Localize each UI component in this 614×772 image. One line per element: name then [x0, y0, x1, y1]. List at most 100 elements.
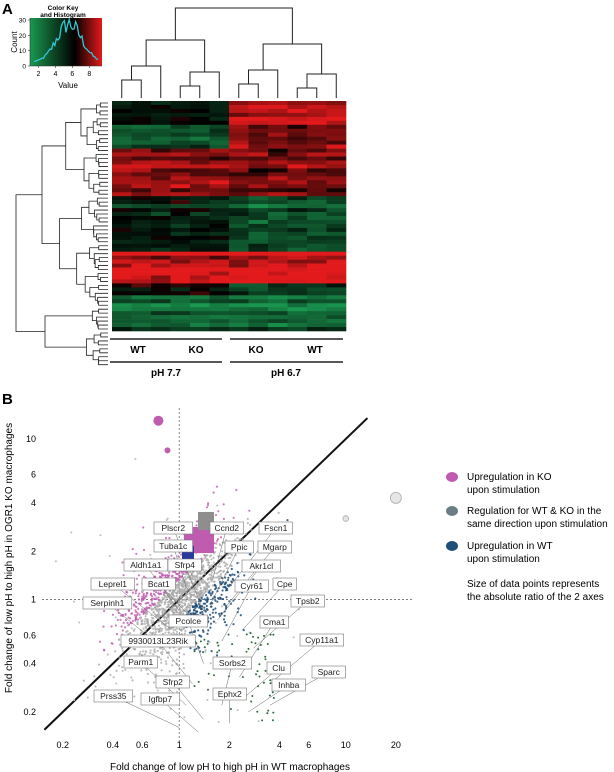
heatmap-cell — [287, 120, 308, 126]
data-point — [150, 626, 153, 629]
heatmap-cell — [190, 112, 210, 118]
data-point — [210, 605, 213, 608]
data-point — [142, 627, 145, 630]
data-point — [216, 504, 219, 507]
data-point — [193, 650, 196, 653]
data-point — [161, 648, 164, 651]
heatmap-cell — [209, 216, 230, 221]
data-point — [234, 538, 237, 542]
data-point — [212, 561, 215, 564]
data-point — [235, 488, 238, 492]
heatmap-cell — [229, 291, 249, 296]
heatmap-cell — [190, 128, 210, 134]
heatmap-cell — [209, 156, 230, 161]
data-point — [206, 578, 209, 581]
data-point — [181, 586, 185, 589]
heatmap-cell — [287, 148, 308, 153]
data-point — [139, 650, 142, 653]
heatmap-cell — [248, 279, 269, 284]
data-point — [72, 600, 75, 603]
data-point — [143, 575, 146, 578]
data-point — [112, 676, 115, 679]
heatmap-cell — [131, 168, 152, 173]
data-point — [230, 553, 233, 556]
legend-marker — [446, 472, 458, 482]
data-point — [194, 602, 197, 605]
data-point — [206, 504, 210, 507]
data-point — [143, 622, 146, 626]
color-key-histogram — [33, 17, 99, 62]
data-point — [175, 658, 178, 661]
gene-labels: Plscr2 Ccnd2 Fscn1 Tuba1c Ppic Mgarp Aldh1a1 Sf… — [82, 521, 346, 706]
heatmap-cell — [307, 247, 327, 252]
data-point — [256, 710, 259, 713]
heatmap-cell — [131, 156, 152, 161]
data-point — [247, 647, 250, 650]
data-point — [176, 592, 179, 595]
heatmap-cell — [326, 231, 347, 237]
heatmap-cell — [326, 259, 347, 264]
data-point — [254, 597, 257, 600]
heatmap-cell — [326, 216, 347, 221]
heatmap-cell — [209, 108, 230, 114]
heatmap-cell — [287, 200, 308, 205]
data-point — [200, 635, 203, 638]
heatmap-cell — [307, 160, 327, 165]
data-point — [136, 583, 139, 586]
heatmap-cell — [112, 271, 132, 276]
data-point — [188, 571, 191, 574]
x-tick-label: 20 — [391, 740, 401, 750]
heatmap-cell — [190, 192, 210, 197]
heatmap-cell — [287, 128, 308, 134]
data-point — [223, 561, 226, 564]
heatmap-cell — [268, 223, 288, 229]
heatmap-cell — [151, 212, 171, 217]
data-point — [227, 585, 230, 588]
highlight-point — [164, 447, 171, 454]
data-point — [206, 698, 209, 701]
data-point — [257, 648, 260, 651]
heatmap-cell — [170, 303, 191, 308]
heatmap-cell — [170, 323, 191, 328]
data-point — [163, 619, 166, 622]
heatmap-cell — [248, 327, 269, 332]
heatmap-cell — [248, 251, 269, 256]
heatmap-cell — [170, 172, 191, 177]
heatmap-cell — [209, 227, 230, 233]
data-point — [202, 651, 205, 654]
heatmap-cell — [307, 303, 327, 308]
heatmap-cell — [190, 319, 210, 324]
gene-label-box — [272, 577, 297, 591]
data-point — [188, 584, 191, 587]
data-point — [195, 588, 198, 591]
data-point — [192, 606, 195, 609]
legend: Upregulation in KO upon stimulation Regula… — [446, 472, 608, 603]
gene-label-text: Pcolce — [176, 616, 202, 626]
heatmap-cell — [131, 212, 152, 217]
data-point — [186, 576, 189, 579]
heatmap-cell — [287, 124, 308, 130]
heatmap-cell — [326, 116, 347, 122]
data-point — [218, 569, 222, 573]
gene-label: Inhba — [271, 678, 306, 692]
heatmap-cell — [287, 223, 308, 229]
data-point — [231, 643, 234, 646]
data-point — [125, 630, 128, 634]
color-key-ytick: 20 — [19, 33, 27, 40]
data-point — [245, 650, 248, 653]
data-point — [183, 590, 186, 593]
data-point — [194, 578, 197, 581]
gene-label: Cma1 — [259, 615, 289, 629]
data-point — [254, 642, 257, 645]
heatmap-cell — [151, 267, 171, 272]
heatmap-cell — [229, 104, 249, 110]
heatmap-cell — [131, 104, 152, 110]
heatmap-cell — [268, 263, 288, 268]
heatmap-cell — [131, 108, 152, 114]
heatmap-cell — [248, 120, 269, 126]
data-point — [219, 580, 222, 584]
data-point — [220, 559, 223, 562]
y-tick-label: 0.2 — [23, 707, 36, 717]
heatmap-cell — [326, 323, 347, 328]
heatmap-cell — [112, 200, 132, 205]
